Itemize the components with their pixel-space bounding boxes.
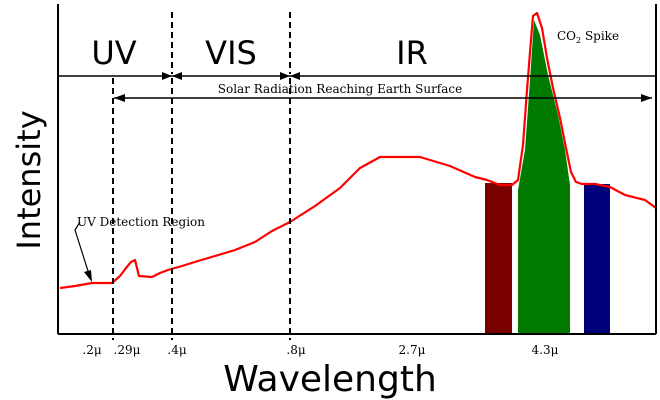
absorption-band-green (518, 20, 570, 334)
uv-detection-leader (74, 221, 89, 272)
uv-detection-arrowhead (84, 270, 92, 282)
arrowhead-ir-left (290, 72, 300, 80)
x-tick-label: 4.3μ (532, 343, 559, 357)
x-tick-label: .4μ (167, 343, 186, 357)
solar-arrowhead-right (641, 94, 652, 102)
x-axis-title: Wavelength (223, 359, 437, 400)
uv-detection-label: UV Detection Region (77, 215, 205, 229)
x-tick-label: .2μ (82, 343, 101, 357)
absorption-band-dark-red (485, 183, 512, 334)
x-tick-label: 2.7μ (399, 343, 426, 357)
x-tick-label: .8μ (286, 343, 305, 357)
solar-radiation-label: Solar Radiation Reaching Earth Surface (218, 82, 462, 96)
intensity-curve (59, 11, 657, 290)
arrowhead-uv-right (162, 72, 172, 80)
solar-arrowhead-left (114, 94, 125, 102)
arrowhead-vis-right (280, 72, 290, 80)
absorption-band-blue (584, 184, 610, 334)
y-axis-title: Intensity (10, 110, 48, 249)
x-tick-label: .29μ (114, 343, 141, 357)
band-label-uv: UV (91, 34, 136, 72)
co2-spike-label: CO2 Spike (557, 29, 619, 45)
arrowhead-vis-left (172, 72, 182, 80)
band-label-vis: VIS (205, 34, 257, 72)
band-label-ir: IR (396, 34, 428, 72)
